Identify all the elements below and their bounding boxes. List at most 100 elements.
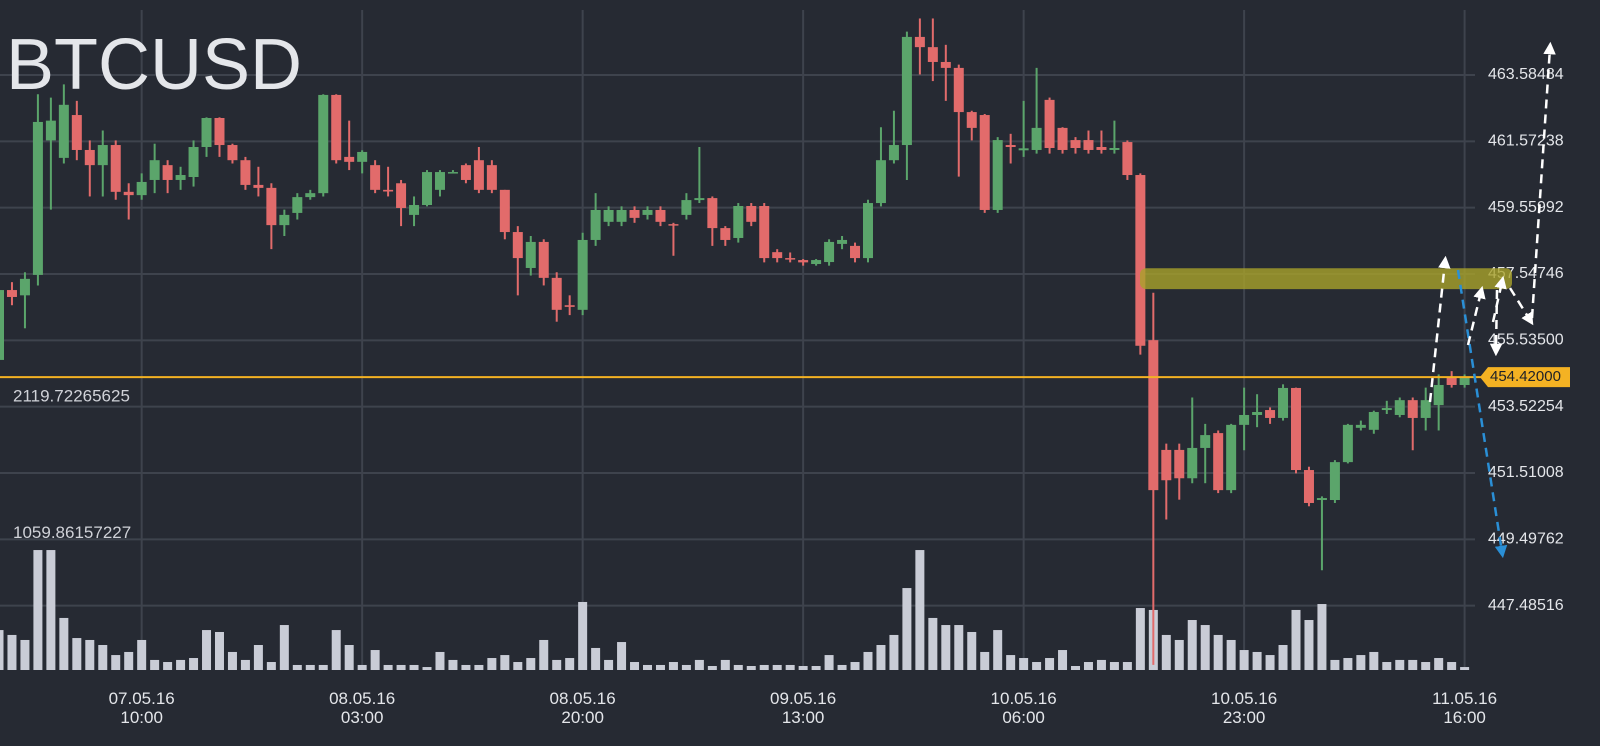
y-tick-label: 449.49762 — [1488, 531, 1564, 548]
last-price-label: 454.42000 — [1490, 368, 1561, 385]
arrow — [1491, 275, 1507, 323]
volume-bar — [435, 651, 445, 670]
volume-bar — [928, 617, 938, 670]
candle-layer — [0, 18, 1470, 665]
volume-bar — [941, 625, 951, 670]
chart-title: BTCUSD — [6, 25, 302, 105]
volume-bar — [1135, 608, 1145, 670]
candle-body — [1161, 449, 1172, 481]
volume-bar — [1174, 639, 1184, 670]
volume-bar — [1369, 651, 1379, 670]
arrow — [1489, 289, 1503, 357]
candle-body — [45, 120, 56, 141]
candle-body — [1005, 145, 1016, 148]
candle-body — [396, 183, 407, 208]
volume-bar — [1317, 604, 1327, 670]
volume-bar — [318, 664, 328, 670]
candle-body — [58, 104, 69, 158]
volume-bar — [46, 550, 56, 670]
candle-body — [1446, 377, 1457, 385]
volume-bar — [1032, 662, 1042, 670]
volume-bar — [604, 659, 614, 670]
volume-bar — [1187, 620, 1197, 670]
annotation-arrows — [1428, 41, 1556, 559]
volume-bar — [253, 645, 263, 670]
x-tick-label: 10.05.16 23:00 — [1211, 689, 1278, 727]
volume-bar — [1058, 650, 1068, 670]
volume-bar — [954, 625, 964, 670]
volume-bar — [617, 642, 627, 670]
volume-layer — [0, 550, 1470, 670]
volume-bar — [1109, 662, 1119, 670]
volume-bar — [591, 647, 601, 670]
candle-body — [1135, 175, 1146, 346]
candle-body — [1239, 414, 1250, 425]
volume-bar — [1006, 655, 1016, 670]
candle-body — [681, 200, 692, 215]
candle-body — [84, 149, 95, 166]
candle-body — [668, 224, 679, 226]
grid — [0, 10, 1475, 670]
candle-body — [1381, 408, 1392, 411]
volume-bar — [279, 625, 289, 670]
volume-bar — [1304, 620, 1314, 670]
candle-body — [110, 145, 121, 192]
candle-body — [1148, 340, 1159, 491]
x-tick-label: 09.05.16 13:00 — [770, 689, 837, 727]
candle-body — [1433, 384, 1444, 406]
candle-body — [733, 206, 744, 238]
volume-bar — [461, 664, 471, 670]
volume-bar — [565, 658, 575, 670]
arrow — [1466, 285, 1486, 346]
candle-body — [97, 145, 108, 166]
candle-body — [1368, 412, 1379, 430]
volume-bar — [370, 650, 380, 670]
candle-body — [331, 94, 342, 161]
candle-body — [616, 209, 627, 222]
candle-body — [1226, 424, 1237, 491]
candle-body — [953, 67, 964, 113]
volume-bar — [1395, 659, 1405, 670]
volume-bar — [1096, 659, 1106, 670]
candle-body — [1122, 142, 1133, 176]
volume-bar — [98, 645, 108, 670]
volume-bar — [980, 651, 990, 670]
volume-bar — [1213, 634, 1223, 670]
candle-body — [850, 245, 861, 259]
candle-body — [1044, 99, 1055, 148]
candle-body — [32, 121, 43, 275]
y-tick-label: 447.48516 — [1488, 597, 1564, 614]
candle-body — [409, 205, 420, 215]
candle-body — [564, 305, 575, 307]
volume-bar — [850, 662, 860, 670]
volume-bar — [396, 664, 406, 670]
volume-bar — [59, 617, 69, 670]
volume-bar — [1265, 655, 1275, 670]
volume-bar — [1447, 662, 1457, 670]
candle-body — [1031, 127, 1042, 150]
volume-bar — [1239, 650, 1249, 670]
volume-bar — [1122, 662, 1132, 670]
volume-bar — [759, 664, 769, 670]
volume-tick-label: 1059.86157227 — [13, 523, 131, 542]
volume-bar — [539, 639, 549, 670]
volume-bar — [720, 659, 730, 670]
y-tick-label: 451.51008 — [1488, 464, 1564, 481]
volume-bar — [630, 662, 640, 670]
candle-body — [318, 94, 329, 194]
volume-bar — [1291, 609, 1301, 670]
candle-body — [914, 36, 925, 48]
candle-body — [473, 160, 484, 190]
candle-body — [707, 198, 718, 229]
volume-bar — [902, 588, 912, 670]
candle-body — [992, 140, 1003, 210]
volume-bar — [487, 658, 497, 670]
volume-bar — [1252, 651, 1262, 670]
candle-body — [383, 189, 394, 192]
volume-bar — [694, 659, 704, 670]
volume-bar — [993, 630, 1003, 670]
volume-bar — [163, 662, 173, 670]
candle-body — [19, 278, 30, 296]
y-tick-label: 459.55992 — [1488, 199, 1564, 216]
